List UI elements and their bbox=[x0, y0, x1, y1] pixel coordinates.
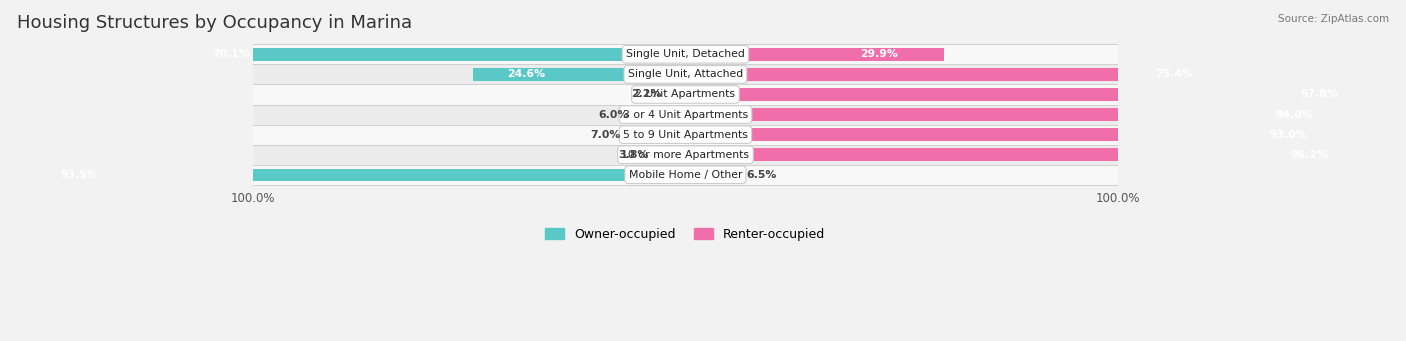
Text: 2 Unit Apartments: 2 Unit Apartments bbox=[636, 89, 735, 100]
Text: 10 or more Apartments: 10 or more Apartments bbox=[621, 150, 749, 160]
Text: 93.0%: 93.0% bbox=[1270, 130, 1308, 139]
Bar bbox=[472, 68, 686, 80]
Text: 7.0%: 7.0% bbox=[591, 130, 620, 139]
Bar bbox=[253, 85, 1118, 104]
Text: Housing Structures by Occupancy in Marina: Housing Structures by Occupancy in Marin… bbox=[17, 14, 412, 32]
Text: Mobile Home / Other: Mobile Home / Other bbox=[628, 170, 742, 180]
Text: 94.0%: 94.0% bbox=[1275, 109, 1313, 120]
Text: 5 to 9 Unit Apartments: 5 to 9 Unit Apartments bbox=[623, 130, 748, 139]
Text: 93.5%: 93.5% bbox=[60, 170, 98, 180]
Text: 3 or 4 Unit Apartments: 3 or 4 Unit Apartments bbox=[623, 109, 748, 120]
Bar bbox=[652, 148, 686, 161]
Bar bbox=[686, 88, 1406, 101]
Text: Single Unit, Detached: Single Unit, Detached bbox=[626, 49, 745, 59]
Text: 6.5%: 6.5% bbox=[747, 170, 776, 180]
Text: 97.8%: 97.8% bbox=[1301, 89, 1339, 100]
Bar bbox=[253, 124, 1118, 145]
Text: 96.2%: 96.2% bbox=[1291, 150, 1329, 160]
Bar bbox=[253, 145, 1118, 165]
Text: 70.1%: 70.1% bbox=[212, 49, 250, 59]
Text: 75.4%: 75.4% bbox=[1156, 70, 1194, 79]
Text: Source: ZipAtlas.com: Source: ZipAtlas.com bbox=[1278, 14, 1389, 24]
Bar bbox=[686, 148, 1406, 161]
Text: 6.0%: 6.0% bbox=[599, 109, 630, 120]
Text: 3.8%: 3.8% bbox=[617, 150, 648, 160]
Bar bbox=[253, 64, 1118, 85]
Text: 29.9%: 29.9% bbox=[860, 49, 898, 59]
Text: 24.6%: 24.6% bbox=[508, 70, 546, 79]
Bar bbox=[253, 165, 1118, 185]
Bar bbox=[80, 48, 686, 61]
Bar bbox=[686, 68, 1337, 80]
Bar bbox=[686, 129, 1406, 141]
Text: 2.2%: 2.2% bbox=[631, 89, 662, 100]
Bar bbox=[0, 168, 686, 181]
Legend: Owner-occupied, Renter-occupied: Owner-occupied, Renter-occupied bbox=[540, 223, 831, 246]
Bar bbox=[666, 88, 686, 101]
Bar bbox=[686, 48, 943, 61]
Bar bbox=[253, 104, 1118, 124]
Bar bbox=[686, 108, 1406, 121]
Bar bbox=[624, 129, 686, 141]
Bar bbox=[253, 44, 1118, 64]
Bar bbox=[634, 108, 686, 121]
Bar bbox=[686, 168, 741, 181]
Text: Single Unit, Attached: Single Unit, Attached bbox=[628, 70, 742, 79]
